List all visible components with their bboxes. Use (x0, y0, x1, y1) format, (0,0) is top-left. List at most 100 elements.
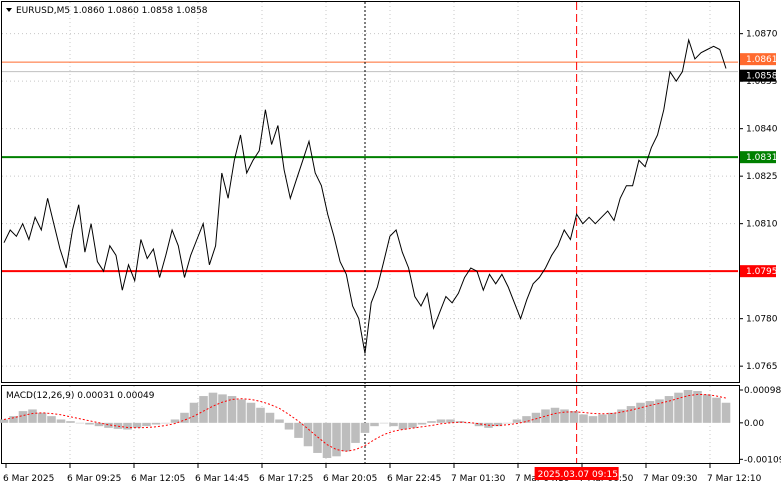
x-tick-label: 6 Mar 2025 (3, 474, 54, 484)
price-levels (2, 61, 738, 273)
macd-bar (18, 411, 28, 423)
price-grid (2, 2, 738, 382)
macd-bar (664, 396, 674, 423)
macd-bar (569, 411, 579, 423)
macd-histogram (0, 390, 731, 458)
macd-bar (142, 422, 151, 427)
macd-bar (408, 422, 417, 428)
x-tick-label: 7 Mar 12:10 (707, 474, 762, 484)
macd-bar (94, 422, 104, 427)
macd-bar (379, 422, 389, 424)
price-pane-frame (1, 1, 740, 383)
macd-bar (674, 392, 683, 423)
macd-bar (265, 412, 275, 423)
dropdown-triangle-icon[interactable] (6, 8, 12, 12)
macd-bar (436, 419, 446, 423)
macd-bar (636, 402, 645, 423)
macd-bar (218, 394, 227, 423)
macd-bar (132, 422, 142, 428)
y-tick-label: 1.0840 (746, 125, 778, 135)
macd-bar (256, 407, 265, 423)
crosshair-time-tag: 2025.03.07 09:15 (534, 467, 619, 480)
macd-bar (113, 422, 123, 429)
macd-bar (645, 401, 655, 423)
macd-bar (522, 416, 531, 423)
macd-bar (56, 419, 66, 423)
macd-bar (712, 397, 721, 423)
macd-bar (474, 422, 484, 427)
y-tick-label: 1.0765 (746, 362, 778, 372)
macd-bar (360, 422, 370, 433)
level-tag-bg (740, 265, 776, 278)
macd-bar (607, 412, 617, 423)
macd-bar (66, 421, 75, 423)
macd-bar (455, 421, 465, 423)
macd-bar (693, 391, 702, 423)
macd-bar (85, 422, 94, 425)
macd-bar (189, 402, 199, 423)
level-tag-bg (740, 69, 776, 82)
price-line (3, 38, 727, 354)
macd-bar (579, 414, 588, 423)
level-tag-bg (740, 53, 776, 66)
macd-bar (170, 419, 180, 423)
macd-bar (541, 409, 550, 423)
macd-header: MACD(12,26,9) 0.00031 0.00049 (6, 391, 155, 401)
level-tag-label: 1.0831 (746, 153, 778, 163)
macd-signal-line (3, 393, 727, 452)
macd-bar (503, 422, 512, 424)
macd-bar (180, 412, 189, 423)
macd-bar (465, 422, 474, 424)
macd-bar (721, 402, 731, 423)
macd-bar (531, 412, 541, 423)
macd-bar (28, 409, 37, 423)
macd-bar (199, 396, 208, 423)
macd-bar (389, 422, 398, 427)
macd-bar (151, 422, 161, 425)
macd-bar (683, 390, 693, 423)
macd-bar (294, 422, 303, 438)
macd-bar (47, 416, 56, 423)
macd-bar (560, 409, 569, 423)
macd-bar (655, 399, 664, 423)
y-tick-label: 1.0810 (746, 220, 778, 230)
macd-bar (237, 399, 246, 423)
price-y-axis: 1.0870 1.0855 1.0840 1.0825 1.0810 1.0780 1.07… (739, 30, 778, 372)
macd-bar (493, 422, 503, 427)
x-tick-label: 6 Mar 20:05 (323, 474, 377, 484)
y-tick-label: 1.0825 (746, 172, 778, 182)
level-tag-label: 1.0795 (746, 267, 778, 277)
level-tags: 1.0795 1.0831 1.0861 1.0858 (740, 53, 778, 278)
macd-bar (313, 422, 322, 453)
macd-bar (322, 422, 332, 458)
macd-bar (9, 416, 18, 423)
macd-y-tick-label: 0.00 (744, 419, 764, 429)
x-tick-label: 6 Mar 09:25 (67, 474, 121, 484)
x-tick-label: 7 Mar 09:30 (643, 474, 698, 484)
macd-bar (208, 392, 218, 423)
macd-bar (123, 422, 132, 430)
macd-bar (275, 419, 284, 423)
macd-bar (512, 419, 522, 423)
macd-bar (351, 422, 360, 443)
macd-bar (446, 419, 455, 423)
level-tag-label: 1.0858 (746, 72, 778, 82)
macd-bar (161, 422, 170, 424)
macd-bar (332, 422, 341, 457)
macd-bar (227, 396, 237, 423)
macd-bar (37, 412, 47, 423)
x-tick-label: 6 Mar 12:05 (131, 474, 185, 484)
macd-bar (550, 407, 560, 423)
y-tick-label: 1.0870 (746, 30, 778, 40)
macd-bar (598, 414, 607, 423)
macd-bar (0, 419, 9, 423)
time-tag-label: 2025.03.07 09:15 (538, 470, 618, 480)
macd-y-tick-label: -0.00109 (744, 455, 781, 465)
level-tag-bg (740, 151, 776, 164)
macd-bar (303, 422, 313, 447)
macd-bar (626, 406, 636, 423)
x-tick-label: 6 Mar 14:45 (195, 474, 249, 484)
macd-pane-frame (1, 385, 740, 464)
time-axis: 6 Mar 2025 6 Mar 09:25 6 Mar 12:05 6 Mar 14… (3, 464, 762, 484)
